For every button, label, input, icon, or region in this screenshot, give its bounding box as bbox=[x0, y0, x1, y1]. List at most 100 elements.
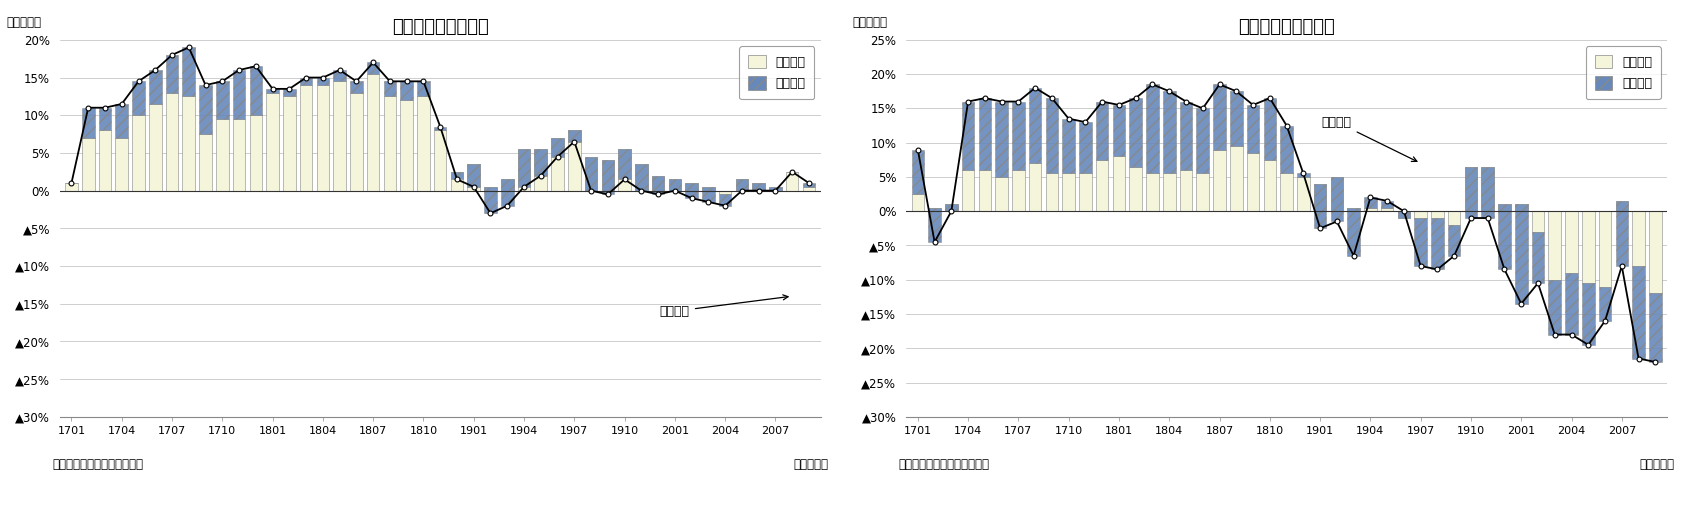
Bar bbox=[1632, 211, 1644, 266]
Bar bbox=[652, 176, 665, 191]
Bar bbox=[652, 176, 665, 194]
Bar bbox=[434, 126, 447, 131]
Bar bbox=[1129, 167, 1143, 211]
Bar bbox=[518, 149, 530, 191]
Bar bbox=[996, 177, 1008, 211]
Bar bbox=[753, 183, 765, 191]
Bar bbox=[1448, 225, 1460, 256]
Bar bbox=[1482, 167, 1494, 218]
Bar bbox=[979, 170, 991, 211]
Bar bbox=[1649, 211, 1661, 293]
Bar bbox=[719, 194, 731, 206]
Bar bbox=[83, 108, 95, 138]
Bar bbox=[149, 104, 162, 191]
Bar bbox=[333, 70, 346, 81]
Bar bbox=[1231, 146, 1242, 211]
Bar bbox=[552, 138, 564, 191]
Bar bbox=[1045, 98, 1058, 174]
Bar bbox=[1146, 84, 1158, 174]
Bar bbox=[182, 97, 196, 191]
Bar bbox=[115, 104, 128, 138]
Bar bbox=[601, 160, 614, 194]
Bar bbox=[468, 164, 479, 191]
Bar bbox=[132, 115, 145, 191]
Bar bbox=[434, 131, 447, 191]
Bar bbox=[979, 98, 991, 170]
Bar bbox=[518, 149, 530, 187]
Bar bbox=[484, 187, 496, 213]
Bar bbox=[284, 89, 295, 97]
Bar bbox=[1364, 197, 1377, 208]
Bar bbox=[1514, 205, 1528, 211]
Bar bbox=[753, 183, 765, 191]
Bar bbox=[912, 194, 923, 211]
Bar bbox=[787, 172, 798, 191]
Bar bbox=[165, 93, 179, 191]
Legend: 数量要因, 価格要因: 数量要因, 価格要因 bbox=[739, 46, 814, 99]
Bar bbox=[1548, 211, 1561, 280]
Bar bbox=[83, 138, 95, 191]
Bar bbox=[1398, 211, 1409, 218]
Bar bbox=[1296, 174, 1310, 177]
Text: （資料）財務省「貿易統計」: （資料）財務省「貿易統計」 bbox=[898, 458, 989, 471]
Bar bbox=[417, 97, 430, 191]
Bar bbox=[1499, 205, 1511, 211]
Bar bbox=[233, 119, 245, 191]
Bar bbox=[1129, 98, 1143, 167]
Bar bbox=[1599, 211, 1612, 287]
Bar bbox=[284, 97, 295, 191]
Bar bbox=[1531, 232, 1545, 283]
Bar bbox=[618, 149, 631, 179]
Bar bbox=[668, 179, 682, 191]
Bar bbox=[250, 66, 262, 115]
Bar bbox=[584, 157, 598, 191]
Bar bbox=[1013, 170, 1025, 211]
Bar bbox=[1415, 218, 1426, 266]
Bar bbox=[1096, 102, 1109, 160]
Bar bbox=[383, 81, 397, 97]
Bar bbox=[317, 78, 329, 85]
Bar bbox=[996, 102, 1008, 177]
Bar bbox=[635, 164, 648, 191]
Bar bbox=[250, 115, 262, 191]
Bar bbox=[1431, 218, 1443, 269]
Bar bbox=[115, 138, 128, 191]
Bar bbox=[1163, 91, 1175, 174]
Bar bbox=[267, 89, 279, 93]
Bar bbox=[1431, 211, 1443, 218]
Bar bbox=[349, 93, 363, 191]
Bar bbox=[912, 150, 923, 194]
Bar bbox=[300, 78, 312, 85]
Bar bbox=[1615, 201, 1629, 211]
Bar bbox=[1499, 205, 1511, 269]
Bar bbox=[736, 179, 748, 191]
Bar bbox=[1330, 177, 1344, 222]
Bar bbox=[803, 187, 815, 191]
Bar bbox=[400, 81, 414, 100]
Bar bbox=[668, 179, 682, 191]
Bar bbox=[233, 70, 245, 119]
Bar bbox=[1465, 167, 1477, 218]
Bar bbox=[1079, 122, 1092, 174]
Bar bbox=[349, 81, 363, 93]
Bar bbox=[1264, 160, 1276, 211]
Bar bbox=[216, 81, 228, 119]
Bar bbox=[736, 179, 748, 191]
Bar bbox=[182, 47, 196, 97]
Bar bbox=[685, 183, 697, 191]
Bar bbox=[132, 81, 145, 115]
Bar bbox=[66, 183, 78, 191]
Text: 輸入金額: 輸入金額 bbox=[1322, 116, 1416, 161]
Bar bbox=[770, 187, 782, 191]
Bar bbox=[1347, 208, 1361, 211]
Bar bbox=[1180, 102, 1192, 170]
Bar bbox=[1280, 125, 1293, 174]
Bar bbox=[417, 81, 430, 97]
Bar bbox=[685, 183, 697, 198]
Bar bbox=[552, 138, 564, 157]
Bar bbox=[1231, 91, 1242, 146]
Bar bbox=[928, 208, 940, 211]
Bar bbox=[1180, 170, 1192, 211]
Bar bbox=[945, 205, 957, 211]
Bar bbox=[199, 85, 211, 134]
